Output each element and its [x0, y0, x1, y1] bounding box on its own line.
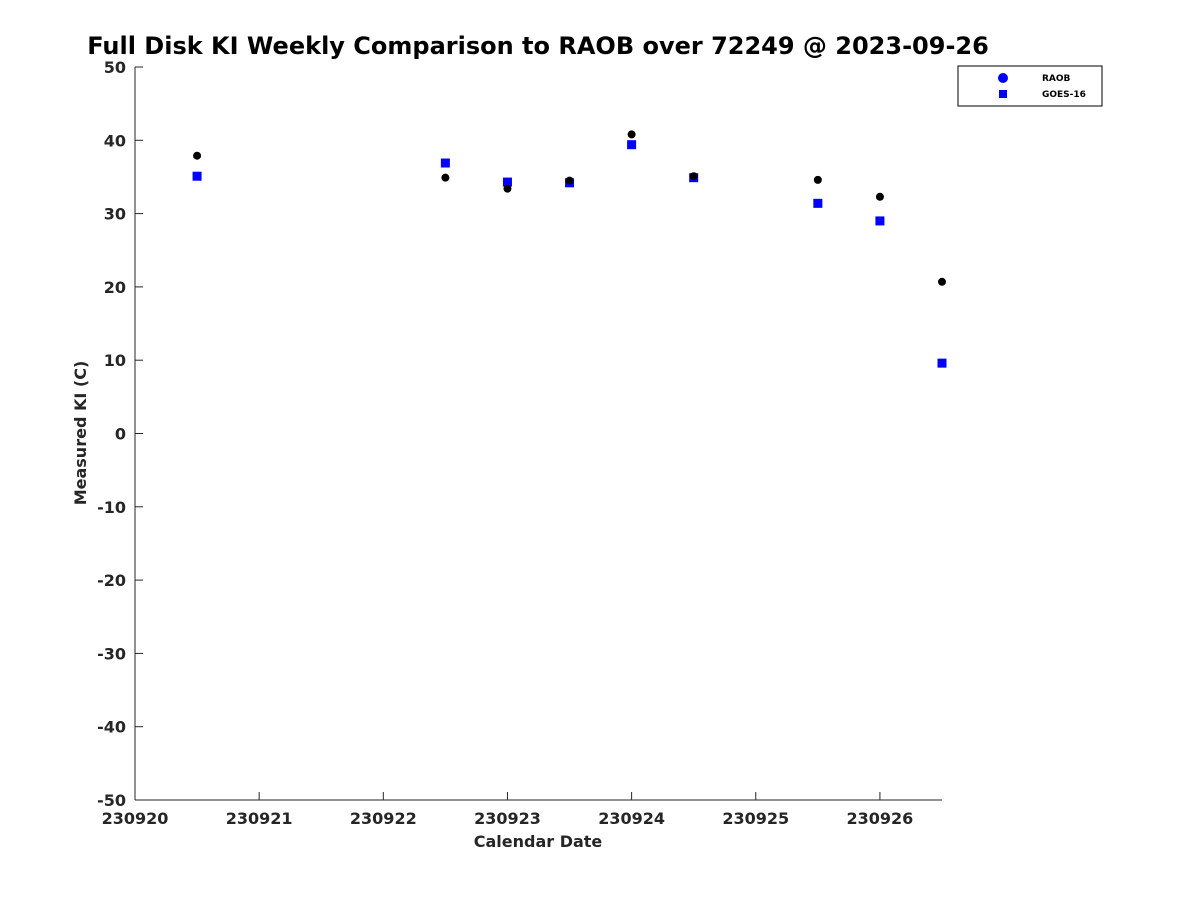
raob-point	[441, 173, 450, 182]
raob-point	[565, 176, 574, 185]
y-tick-label: -20	[97, 571, 126, 590]
x-axis-label: Calendar Date	[474, 832, 603, 851]
raob-point	[627, 130, 636, 139]
y-axis-ticks: -50 -40 -30 -20 -10 0 10 20 30 40 50	[97, 58, 143, 810]
legend-raob-marker	[998, 73, 1008, 83]
y-tick-label: 50	[104, 58, 126, 77]
x-tick-label: 230924	[598, 809, 665, 828]
x-tick-label: 230921	[226, 809, 293, 828]
goes16-point	[627, 140, 637, 150]
legend-goes16-label: GOES-16	[1042, 90, 1086, 100]
x-tick-label: 230922	[350, 809, 417, 828]
legend-box	[957, 65, 1103, 107]
raob-point	[503, 184, 512, 193]
raob-point	[938, 277, 946, 286]
y-tick-label: -40	[97, 718, 126, 737]
y-tick-label: 40	[104, 131, 126, 150]
x-axis-ticks: 230920 230921 230922 230923 230924 230925 2309…	[102, 792, 914, 828]
chart-title: Full Disk KI Weekly Comparison to RAOB o…	[87, 32, 989, 60]
x-tick-label: 230926	[847, 809, 914, 828]
goes16-point	[813, 198, 823, 208]
legend-raob-label: RAOB	[1042, 74, 1071, 84]
y-tick-label: 20	[104, 278, 126, 297]
y-tick-label: 0	[115, 425, 126, 444]
raob-point	[689, 172, 698, 181]
data-points	[192, 130, 947, 368]
goes16-point	[192, 171, 202, 181]
y-axis-label: Measured KI (C)	[71, 361, 90, 506]
raob-point	[875, 192, 884, 201]
raob-point	[193, 151, 202, 160]
y-tick-label: -10	[97, 498, 126, 517]
raob-point	[813, 175, 822, 184]
y-tick-label: -50	[97, 791, 126, 810]
y-tick-label: -30	[97, 644, 126, 663]
legend-goes16-marker	[999, 90, 1007, 98]
goes16-point	[502, 177, 512, 187]
x-tick-label: 230920	[102, 809, 169, 828]
y-tick-label: 30	[104, 205, 126, 224]
legend: RAOB GOES-16	[957, 65, 1103, 107]
axes	[134, 67, 942, 801]
y-tick-label: 10	[104, 351, 126, 370]
goes16-point	[875, 216, 885, 226]
goes16-point	[937, 358, 947, 368]
goes16-point	[440, 158, 450, 168]
x-tick-label: 230923	[474, 809, 541, 828]
x-tick-label: 230925	[722, 809, 789, 828]
